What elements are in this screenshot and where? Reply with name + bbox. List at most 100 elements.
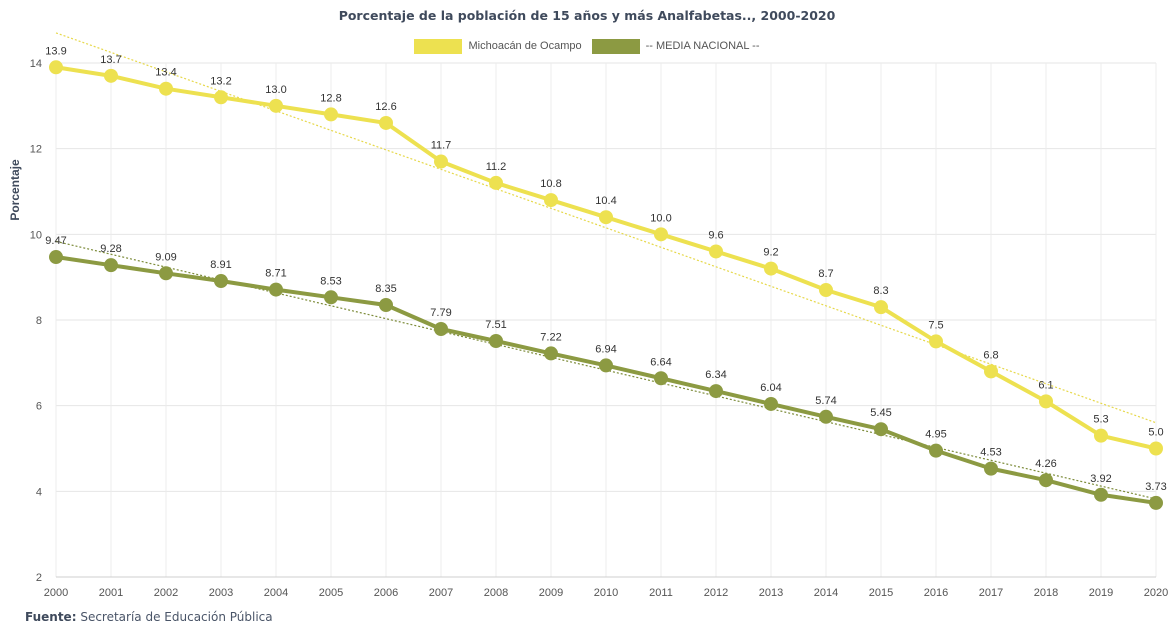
- data-point: [1149, 441, 1163, 456]
- data-point: [929, 334, 943, 349]
- data-label: 7.5: [928, 319, 943, 331]
- data-point: [434, 321, 448, 336]
- data-label: 8.91: [210, 259, 231, 271]
- chart-title: Porcentaje de la población de 15 años y …: [338, 8, 836, 23]
- data-label: 8.35: [375, 283, 396, 295]
- data-label: 9.6: [708, 229, 723, 241]
- grid-layer: [55, 62, 1157, 578]
- x-tick-label: 2019: [1089, 587, 1113, 599]
- data-label: 8.3: [873, 285, 888, 297]
- data-label: 7.79: [430, 307, 451, 319]
- data-point: [49, 250, 63, 265]
- data-point: [379, 298, 393, 313]
- x-tick-label: 2020: [1144, 587, 1168, 599]
- data-label: 4.53: [980, 447, 1001, 459]
- data-label: 5.45: [870, 407, 891, 419]
- x-tick-label: 2009: [539, 587, 563, 599]
- data-label: 8.53: [320, 275, 341, 287]
- data-point: [1094, 487, 1108, 502]
- y-tick-label: 2: [36, 572, 42, 584]
- data-label: 7.22: [540, 331, 561, 343]
- x-tick-label: 2003: [209, 587, 233, 599]
- data-point: [324, 290, 338, 305]
- data-point: [874, 300, 888, 315]
- legend-item-media-nacional[interactable]: -- MEDIA NACIONAL --: [591, 38, 760, 54]
- data-label: 12.8: [320, 92, 341, 104]
- data-label: 12.6: [375, 101, 396, 113]
- x-tick-label: 2000: [44, 587, 68, 599]
- x-tick-label: 2012: [704, 587, 728, 599]
- data-label: 11.7: [431, 140, 452, 152]
- data-point: [159, 266, 173, 281]
- data-label: 11.2: [486, 161, 507, 173]
- data-label: 6.34: [705, 369, 726, 381]
- data-point: [104, 258, 118, 273]
- x-tick-label: 2005: [319, 587, 343, 599]
- data-point: [159, 81, 173, 96]
- data-point: [819, 283, 833, 298]
- legend: Michoacán de Ocampo -- MEDIA NACIONAL --: [0, 37, 1174, 55]
- data-point: [489, 175, 503, 190]
- data-label: 9.28: [100, 243, 121, 255]
- x-tick-label: 2008: [484, 587, 508, 599]
- data-point: [269, 98, 283, 113]
- data-point: [1094, 428, 1108, 443]
- data-point: [764, 396, 778, 411]
- data-label: 10.8: [540, 178, 561, 190]
- data-point: [324, 107, 338, 122]
- y-tick-label: 10: [30, 229, 42, 241]
- legend-label-media-nacional: -- MEDIA NACIONAL --: [645, 40, 760, 52]
- data-point: [1039, 473, 1053, 488]
- data-label: 8.7: [818, 268, 833, 280]
- data-label: 13.2: [210, 75, 231, 87]
- legend-item-michoacan[interactable]: Michoacán de Ocampo: [414, 38, 582, 54]
- x-tick-label: 2010: [594, 587, 618, 599]
- data-label: 5.0: [1148, 427, 1163, 439]
- source-text: Secretaría de Educación Pública: [80, 610, 273, 624]
- data-label: 10.0: [650, 212, 671, 224]
- source-note: Fuente: Secretaría de Educación Pública: [25, 610, 273, 624]
- x-tick-label: 2016: [924, 587, 948, 599]
- x-tick-label: 2006: [374, 587, 398, 599]
- x-tick-label: 2007: [429, 587, 453, 599]
- x-tick-label: 2017: [979, 587, 1003, 599]
- data-point: [599, 358, 613, 373]
- legend-swatch-media-nacional: [591, 38, 640, 54]
- x-tick-label: 2004: [264, 587, 288, 599]
- data-point: [709, 244, 723, 259]
- data-label: 3.92: [1090, 473, 1111, 485]
- data-point: [1149, 495, 1163, 510]
- data-label: 6.64: [650, 356, 671, 368]
- data-label: 8.71: [265, 268, 286, 280]
- data-point: [544, 346, 558, 361]
- data-point: [929, 443, 943, 458]
- data-point: [984, 364, 998, 379]
- x-tick-label: 2002: [154, 587, 178, 599]
- data-label: 6.04: [760, 382, 781, 394]
- data-point: [214, 90, 228, 105]
- data-point: [434, 154, 448, 169]
- x-tick-label: 2015: [869, 587, 893, 599]
- data-label: 5.74: [815, 395, 836, 407]
- data-label: 7.51: [485, 319, 506, 331]
- data-point: [49, 60, 63, 75]
- data-point: [489, 333, 503, 348]
- legend-swatch-michoacan: [414, 38, 463, 54]
- data-label: 9.2: [763, 247, 778, 259]
- trend-line-0: [55, 32, 1157, 424]
- data-point: [599, 210, 613, 225]
- data-label: 5.3: [1093, 414, 1108, 426]
- data-label: 13.7: [100, 54, 121, 66]
- y-tick-label: 14: [30, 58, 42, 70]
- data-label: 9.47: [45, 235, 66, 247]
- label-layer: 13.9 13.7 13.4 13.2 13.0 12.8 12.6 11.7 11.2 10.8…: [45, 45, 1166, 493]
- data-label: 10.4: [595, 195, 616, 207]
- x-tick-label: 2001: [99, 587, 123, 599]
- data-point: [654, 371, 668, 386]
- data-point: [1039, 394, 1053, 409]
- data-point: [379, 115, 393, 130]
- data-point: [819, 409, 833, 424]
- data-label: 4.26: [1035, 458, 1056, 470]
- y-tick-label: 12: [30, 144, 42, 156]
